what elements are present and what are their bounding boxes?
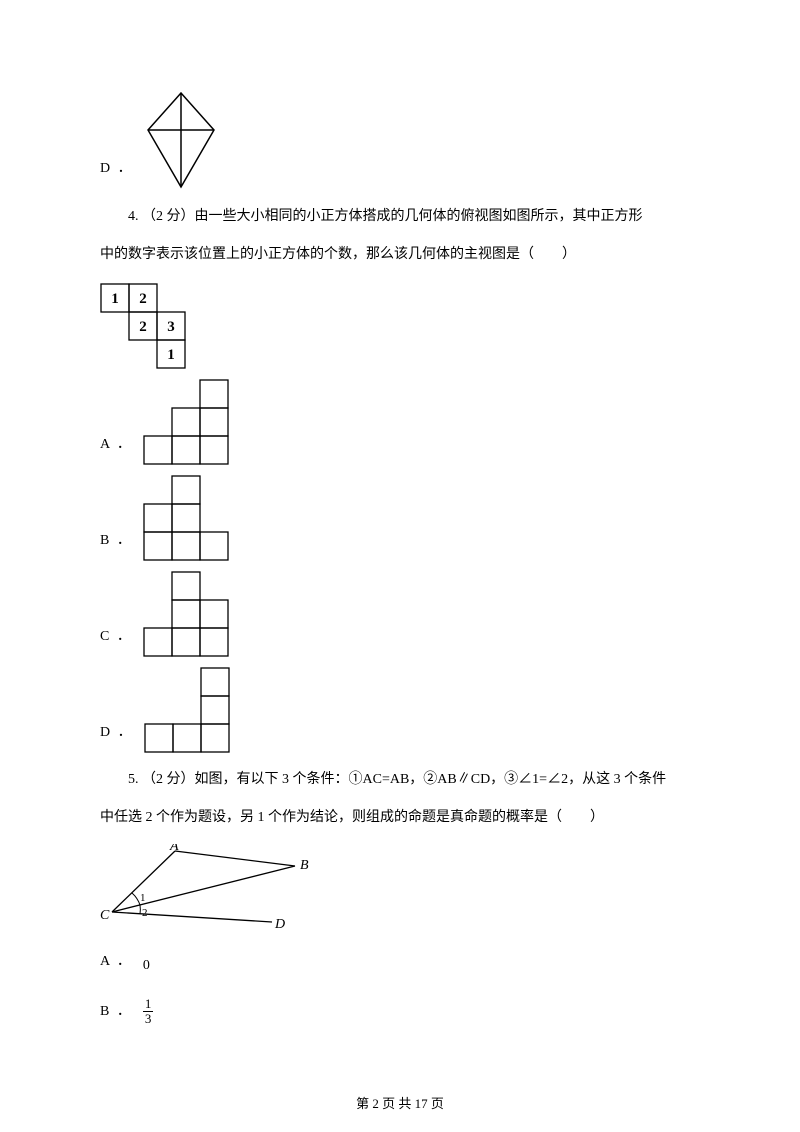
label-2: 2 — [142, 907, 148, 919]
q5-b-label: B ． — [100, 995, 133, 1029]
opt-d-label: D ． — [100, 716, 134, 754]
page-content: D ． 4. （2 分）由一些大小相同的小正方体搭成的几何体的俯视图如图所示，其… — [0, 0, 800, 1079]
top-view-figure: 1 2 2 3 1 — [100, 283, 700, 369]
opt-a-label: A ． — [100, 428, 133, 466]
q5-option-b: B ． 1 3 — [100, 995, 700, 1029]
frac-num: 1 — [143, 997, 154, 1012]
frac-den: 3 — [143, 1012, 154, 1026]
label-B: B — [300, 858, 309, 873]
q4-option-a: A ． — [100, 379, 700, 465]
opt-b-svg — [143, 475, 229, 561]
svg-text:3: 3 — [167, 319, 175, 335]
label-1: 1 — [140, 892, 146, 904]
q5-a-label: A ． — [100, 945, 133, 983]
opt-a-svg — [143, 379, 229, 465]
q4-line1: 4. （2 分）由一些大小相同的小正方体搭成的几何体的俯视图如图所示，其中正方形 — [100, 200, 700, 234]
opt-c-label: C ． — [100, 620, 133, 658]
label-D: D — [274, 917, 285, 932]
q4-option-b: B ． — [100, 475, 700, 561]
svg-text:1: 1 — [167, 347, 175, 363]
q4-option-d: D ． — [100, 667, 700, 753]
q3-option-d: D ． — [100, 90, 700, 190]
svg-text:2: 2 — [139, 319, 147, 335]
page-footer: 第 2 页 共 17 页 — [0, 1093, 800, 1112]
top-view-svg: 1 2 2 3 1 — [100, 283, 186, 369]
q5-figure: A B C D 1 2 — [100, 844, 700, 939]
q5-diagram-svg: A B C D 1 2 — [100, 844, 320, 939]
q4-line2: 中的数字表示该位置上的小正方体的个数，那么该几何体的主视图是（ ） — [100, 238, 700, 272]
q5-a-value: 0 — [143, 949, 150, 983]
opt-b-label: B ． — [100, 524, 133, 562]
svg-text:2: 2 — [139, 291, 147, 307]
fraction-1-3: 1 3 — [143, 997, 154, 1027]
svg-text:1: 1 — [111, 291, 119, 307]
q5-option-a: A ． 0 — [100, 945, 700, 983]
q4-option-c: C ． — [100, 571, 700, 657]
option-d-label: D ． — [100, 152, 134, 190]
opt-d-svg — [144, 667, 230, 753]
kite-icon — [144, 90, 219, 190]
opt-c-svg — [143, 571, 229, 657]
label-A: A — [169, 844, 179, 854]
label-C: C — [100, 908, 110, 923]
q5-line1: 5. （2 分）如图，有以下 3 个条件：①AC=AB，②AB∥CD，③∠1=∠… — [100, 763, 700, 797]
q5-line2: 中任选 2 个作为题设，另 1 个作为结论，则组成的命题是真命题的概率是（ ） — [100, 801, 700, 835]
